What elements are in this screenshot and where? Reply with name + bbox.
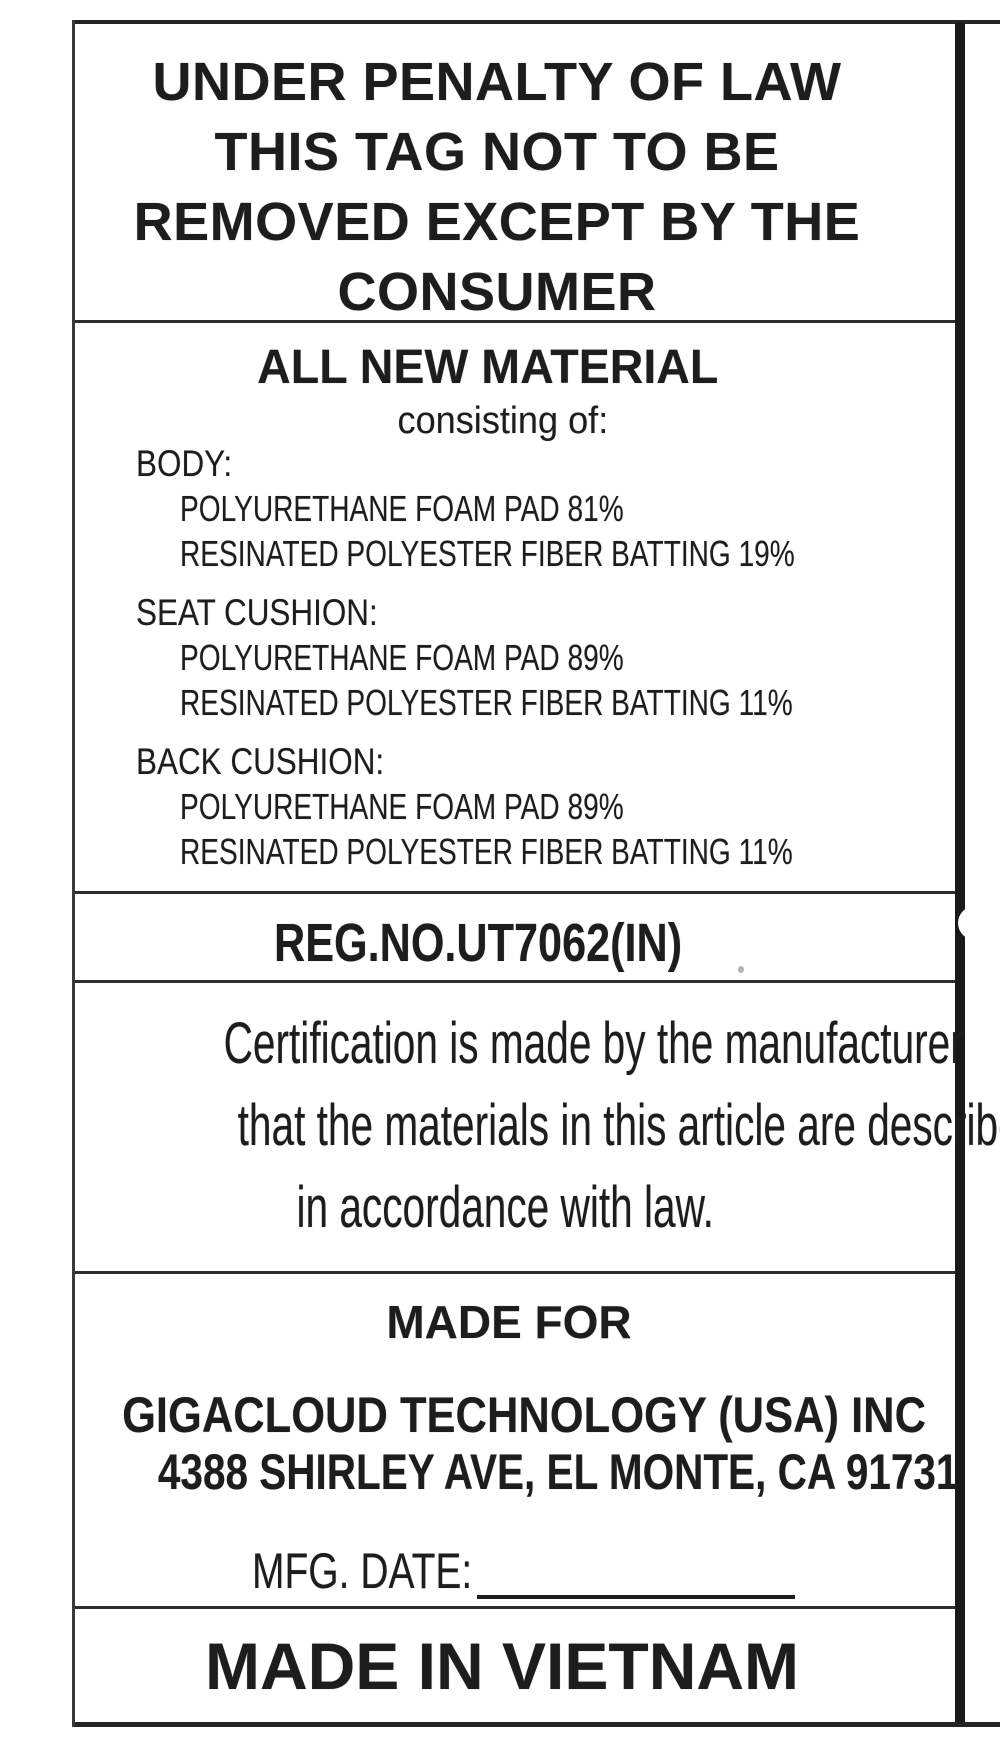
material-group-name: BACK CUSHION: [136,739,946,784]
material-item: RESINATED POLYESTER FIBER BATTING 19% [136,531,946,576]
material-item-text: RESINATED POLYESTER FIBER BATTING 19% [180,533,795,574]
country-of-origin: MADE IN VIETNAM [75,1628,955,1704]
made-for-text: MADE FOR [386,1296,632,1348]
certification-statement: Certification is made by the manufacture… [75,1003,1000,1249]
penalty-line: CONSUMER [337,262,657,322]
materials-subtitle: consisting of: [75,400,955,443]
materials-subtitle-text: consisting of: [397,400,609,442]
certification-line-text: in accordance with law. [296,1175,714,1240]
mfg-date-label-text: MFG. DATE: [252,1543,473,1599]
material-item-text: RESINATED POLYESTER FIBER BATTING 11% [180,831,793,872]
scan-speck [738,966,744,973]
penalty-line: REMOVED EXCEPT BY THE [133,192,861,252]
section-divider-2 [75,891,955,894]
company-address: 4388 SHIRLEY AVE, EL MONTE, CA 91731 [75,1443,959,1501]
material-item: RESINATED POLYESTER FIBER BATTING 11% [136,829,946,874]
country-of-origin-text: MADE IN VIETNAM [205,1629,799,1703]
certification-line-text: that the materials in this article are d… [237,1093,1000,1158]
materials-title: ALL NEW MATERIAL [75,340,955,395]
company-address-text: 4388 SHIRLEY AVE, EL MONTE, CA 91731 [157,1444,959,1500]
label-bottom-border [72,1722,1000,1727]
group-name-text: BACK CUSHION: [136,741,385,782]
certification-line: in accordance with law. [75,1167,955,1249]
company-name-text: GIGACLOUD TECHNOLOGY (USA) INC [122,1387,927,1443]
section-divider-3 [75,980,955,983]
material-item: RESINATED POLYESTER FIBER BATTING 11% [136,680,946,725]
penalty-line: THIS TAG NOT TO BE [214,122,780,182]
material-item-text: POLYURETHANE FOAM PAD 89% [180,786,624,827]
mfg-date-blank-line [477,1595,795,1599]
label-top-border [72,20,1000,24]
mfg-date-label: MFG. DATE: [252,1542,534,1600]
penalty-notice: UNDER PENALTY OF LAW THIS TAG NOT TO BE … [75,47,955,327]
material-group-name: SEAT CUSHION: [136,590,946,635]
registration-number: REG.NO.UT7062(IN) [75,912,955,974]
material-item: POLYURETHANE FOAM PAD 81% [136,486,946,531]
material-item-text: RESINATED POLYESTER FIBER BATTING 11% [180,682,793,723]
group-name-text: SEAT CUSHION: [136,592,378,633]
group-name-text: BODY: [136,443,233,484]
company-name: GIGACLOUD TECHNOLOGY (USA) INC [75,1386,955,1444]
penalty-line: UNDER PENALTY OF LAW [152,52,842,112]
section-divider-4 [75,1271,955,1274]
label-left-border [72,20,75,1727]
label-right-thick-border [955,23,965,1722]
registration-number-text: REG.NO.UT7062(IN) [273,913,683,973]
section-divider-5 [75,1606,955,1609]
materials-title-text: ALL NEW MATERIAL [257,341,719,394]
material-item-text: POLYURETHANE FOAM PAD 89% [180,637,624,678]
die-cut-notch [958,906,992,940]
made-for-heading: MADE FOR [75,1295,955,1349]
material-item-text: POLYURETHANE FOAM PAD 81% [180,488,624,529]
certification-line-text: Certification is made by the manufacture… [223,1011,964,1076]
certification-line: that the materials in this article are d… [75,1085,1000,1167]
certification-line: Certification is made by the manufacture… [75,1003,964,1085]
material-group-name: BODY: [136,441,946,486]
materials-list: BODY: POLYURETHANE FOAM PAD 81% RESINATE… [136,441,946,874]
material-item: POLYURETHANE FOAM PAD 89% [136,784,946,829]
section-divider-1 [75,320,955,323]
material-item: POLYURETHANE FOAM PAD 89% [136,635,946,680]
